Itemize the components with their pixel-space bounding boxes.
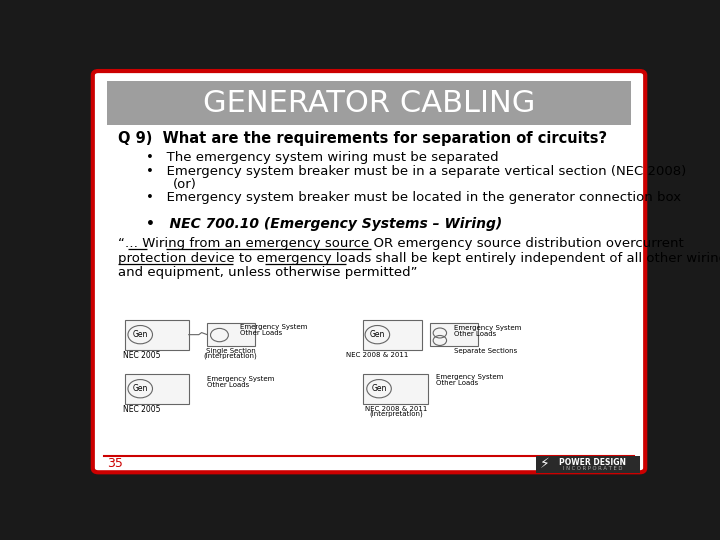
Text: •   NEC 700.10 (Emergency Systems – Wiring): • NEC 700.10 (Emergency Systems – Wiring… [145,217,502,231]
Text: NEC 2008 & 2011: NEC 2008 & 2011 [364,406,427,412]
Text: “… Wiring from an emergency source OR emergency source distribution overcurrent: “… Wiring from an emergency source OR em… [118,237,684,250]
Text: NEC 2008 & 2011: NEC 2008 & 2011 [346,352,408,358]
Text: GENERATOR CABLING: GENERATOR CABLING [203,89,535,118]
Text: (Interpretation): (Interpretation) [204,353,258,360]
Bar [364,374,428,404]
Text: Emergency System: Emergency System [454,325,521,330]
Text: Other Loads: Other Loads [207,382,249,388]
Text: Gen: Gen [132,330,148,339]
Bar [125,320,189,349]
Text: •   Emergency system breaker must be located in the generator connection box: • Emergency system breaker must be locat… [145,191,681,204]
Text: (or): (or) [173,178,197,191]
FancyBboxPatch shape [93,71,645,472]
Text: Gen: Gen [132,384,148,393]
Text: Other Loads: Other Loads [240,330,282,336]
Text: Emergency System: Emergency System [207,376,274,382]
Text: Gen: Gen [369,330,385,339]
Text: and equipment, unless otherwise permitted”: and equipment, unless otherwise permitte… [118,266,418,279]
Text: NEC 2005: NEC 2005 [123,350,161,360]
Text: Emergency System: Emergency System [240,324,307,330]
Bar [107,82,631,125]
Text: •   Emergency system breaker must be in a separate vertical section (NEC 2008): • Emergency system breaker must be in a … [145,165,686,178]
Text: ⚡: ⚡ [540,457,549,471]
Text: protection device to emergency loads shall be kept entirely independent of all o: protection device to emergency loads sha… [118,252,720,265]
Text: Gen: Gen [372,384,387,393]
Text: Other Loads: Other Loads [436,380,478,386]
Text: NEC 2005: NEC 2005 [123,404,161,414]
Text: •   The emergency system wiring must be separated: • The emergency system wiring must be se… [145,151,498,164]
Text: I N C O R P O R A T E D: I N C O R P O R A T E D [562,467,622,471]
Text: Q 9)  What are the requirements for separation of circuits?: Q 9) What are the requirements for separ… [118,131,607,146]
Bar [125,374,189,404]
Text: Other Loads: Other Loads [454,331,496,337]
Text: POWER DESIGN: POWER DESIGN [559,458,626,467]
Text: Emergency System: Emergency System [436,374,503,380]
Text: Separate Sections: Separate Sections [454,348,517,354]
Bar [431,323,478,346]
Bar [207,323,255,346]
Bar [536,456,639,473]
Text: (Interpretation): (Interpretation) [369,411,423,417]
Text: Single Section: Single Section [206,348,256,354]
Bar [364,320,422,349]
Text: 35: 35 [107,457,122,470]
